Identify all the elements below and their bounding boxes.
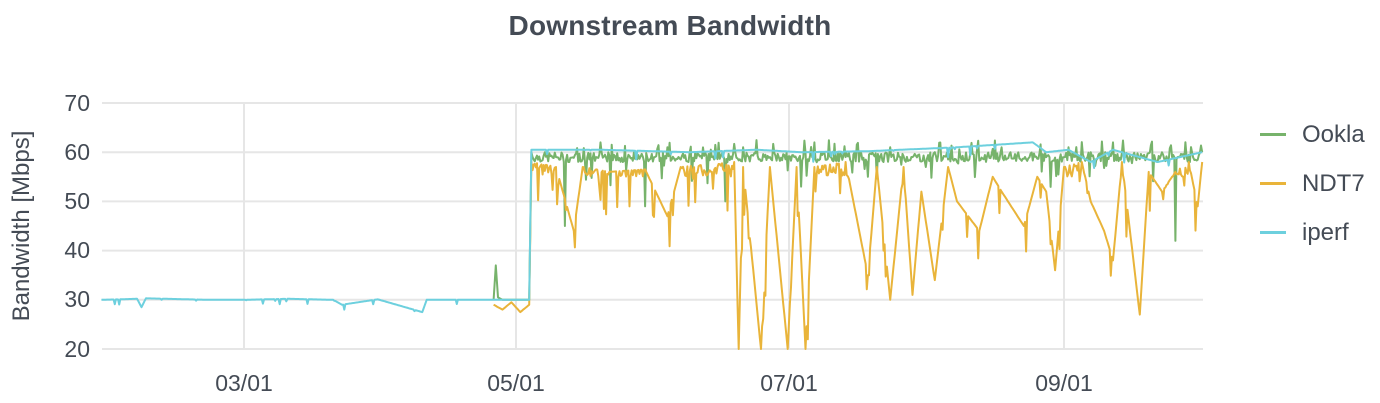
legend-item-ndt7[interactable]: NDT7: [1260, 159, 1365, 208]
legend-swatch-icon: [1260, 231, 1286, 234]
series-ndt7: [493, 161, 1204, 350]
x-tick: 03/01: [215, 370, 273, 396]
series-lines: [101, 139, 1204, 350]
legend-label: iperf: [1302, 218, 1349, 246]
y-tick: 60: [64, 139, 90, 165]
legend-item-ookla[interactable]: Ookla: [1260, 110, 1365, 159]
legend-item-iperf[interactable]: iperf: [1260, 208, 1365, 257]
y-tick: 30: [64, 286, 90, 312]
y-tick: 20: [64, 336, 90, 362]
x-tick: 05/01: [487, 370, 545, 396]
x-tick: 07/01: [760, 370, 818, 396]
legend-swatch-icon: [1260, 133, 1286, 136]
y-tick: 70: [64, 90, 90, 116]
x-tick: 09/01: [1035, 370, 1093, 396]
legend-swatch-icon: [1260, 182, 1286, 185]
y-tick: 50: [64, 188, 90, 214]
series-iperf: [101, 141, 1203, 314]
legend-label: NDT7: [1302, 169, 1365, 197]
chart-title: Downstream Bandwidth: [508, 10, 832, 41]
series-ookla: [492, 139, 1204, 301]
legend-label: Ookla: [1302, 120, 1365, 148]
y-tick: 40: [64, 237, 90, 263]
legend: Ookla NDT7 iperf: [1260, 110, 1365, 257]
gridlines: [102, 102, 1203, 350]
